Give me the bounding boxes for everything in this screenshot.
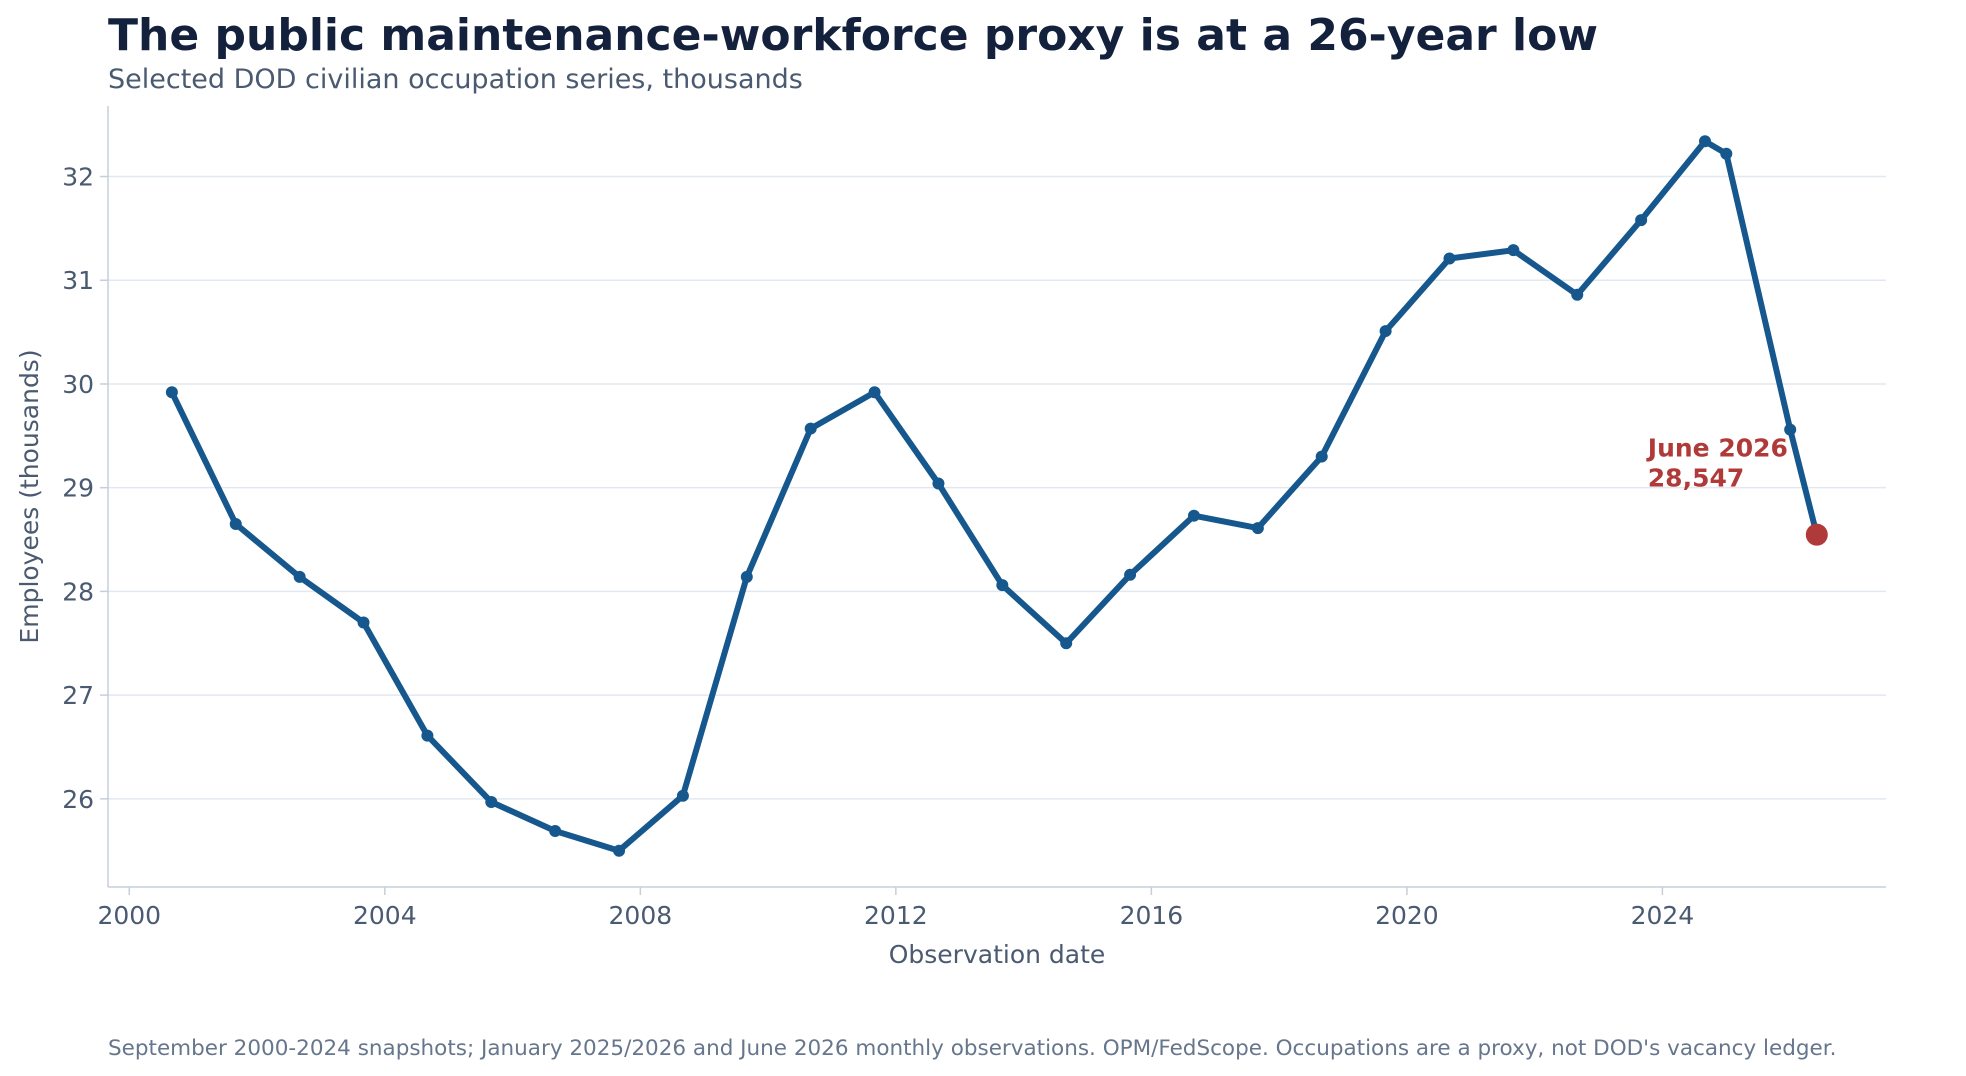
y-tick-label-29: 29	[62, 474, 94, 503]
latest-value-annotation: June 2026 28,547	[1646, 434, 1797, 493]
data-point	[932, 477, 945, 490]
annotation-value: 28,547	[1648, 464, 1744, 493]
data-point	[1507, 244, 1520, 257]
data-point	[293, 570, 306, 583]
x-axis-label: Observation date	[889, 940, 1106, 969]
y-tick-label-30: 30	[62, 370, 94, 399]
line-chart: 26 27 28 29 30 31 32 2000 2004 2008 2012 2016 2020 20…	[15, 106, 1886, 969]
data-point	[1124, 568, 1137, 581]
data-point	[804, 422, 817, 435]
y-tick-label-27: 27	[62, 681, 94, 710]
axes: 26 27 28 29 30 31 32 2000 2004 2008 2012 2016 2020 20…	[62, 106, 1886, 930]
x-tick-label-2008: 2008	[609, 901, 673, 930]
data-point	[1699, 135, 1712, 148]
highlight-point	[1805, 523, 1828, 546]
data-point	[1060, 637, 1073, 650]
footnote: September 2000-2024 snapshots; January 2…	[108, 1036, 1837, 1061]
data-points	[165, 135, 1828, 857]
data-point	[485, 795, 498, 808]
data-point	[1187, 509, 1200, 522]
data-point	[613, 844, 626, 857]
data-point	[996, 579, 1009, 592]
y-tick-label-26: 26	[62, 785, 94, 814]
data-point	[1443, 252, 1456, 265]
data-point	[549, 824, 562, 837]
x-tick-label-2020: 2020	[1375, 901, 1439, 930]
data-point	[1379, 325, 1392, 338]
data-point	[1720, 147, 1733, 160]
data-point	[1251, 522, 1264, 535]
data-point	[1784, 423, 1797, 436]
data-point	[676, 789, 689, 802]
x-tick-label-2016: 2016	[1120, 901, 1184, 930]
data-point	[165, 386, 178, 399]
y-tick-label-31: 31	[62, 266, 94, 295]
data-point	[357, 616, 370, 629]
series-line-group	[168, 138, 1820, 854]
data-point	[868, 386, 881, 399]
chart-title: The public maintenance-workforce proxy i…	[108, 10, 1599, 61]
gridlines	[108, 175, 1886, 800]
x-tick-label-2024: 2024	[1631, 901, 1695, 930]
x-tick-label-2012: 2012	[864, 901, 928, 930]
data-point	[1315, 450, 1328, 463]
x-tick-label-2004: 2004	[353, 901, 417, 930]
data-point	[1571, 288, 1584, 301]
chart-subtitle: Selected DOD civilian occupation series,…	[108, 64, 803, 95]
data-point	[421, 729, 434, 742]
data-point	[229, 517, 242, 530]
annotation-date: June 2026	[1646, 434, 1788, 463]
x-tick-label-2000: 2000	[97, 901, 161, 930]
data-point	[740, 570, 753, 583]
y-tick-label-28: 28	[62, 577, 94, 606]
data-point	[1635, 214, 1648, 227]
y-axis-label: Employees (thousands)	[15, 349, 44, 643]
series-line	[168, 138, 1820, 854]
y-tick-label-32: 32	[62, 163, 94, 192]
